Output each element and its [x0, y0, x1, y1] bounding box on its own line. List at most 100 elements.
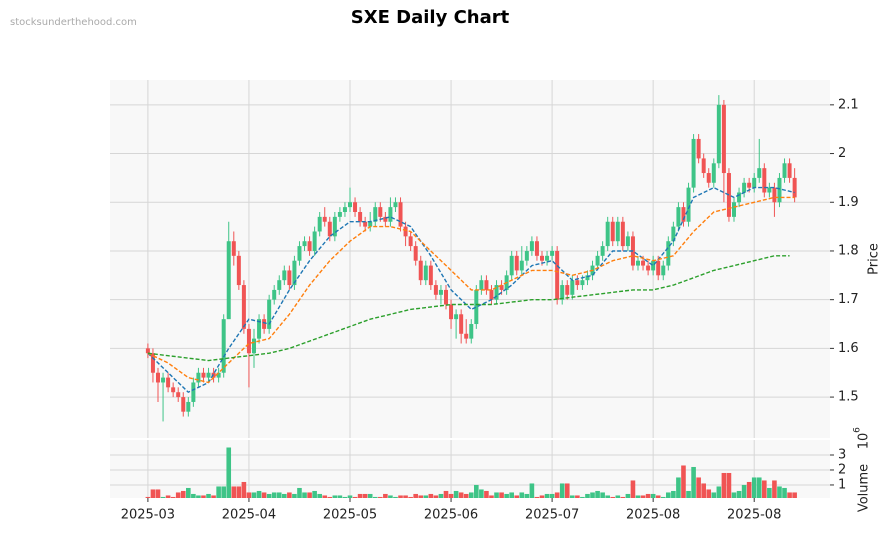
volume-tick-label: 3	[838, 447, 846, 462]
candle-body	[363, 221, 368, 227]
volume-bar	[645, 493, 651, 498]
candle-body	[287, 270, 292, 286]
volume-bar	[524, 493, 530, 498]
moving-average	[147, 196, 795, 384]
candle-body	[186, 401, 191, 412]
volume-bar	[580, 496, 585, 498]
volume-bar	[337, 495, 343, 498]
volume-bar	[408, 496, 413, 498]
candle-body	[620, 221, 625, 247]
candle-body	[312, 231, 317, 251]
volume-bar	[347, 495, 353, 498]
candle-body	[641, 260, 646, 266]
candle-body	[610, 221, 615, 242]
volume-bar	[287, 492, 292, 498]
candle-body	[782, 163, 787, 178]
x-tick-label: 2025-04	[222, 508, 276, 523]
volume-bar	[762, 480, 767, 498]
volume-bar	[731, 492, 737, 498]
volume-bar	[564, 483, 570, 498]
candle-body	[388, 207, 393, 222]
candle-body	[317, 216, 322, 232]
candle-body	[732, 202, 736, 217]
volume-bar	[549, 493, 555, 498]
volume-bar	[266, 493, 272, 498]
candle-body	[686, 187, 691, 222]
volume-bar	[221, 486, 226, 498]
volume-bar	[474, 484, 479, 498]
candle-body	[196, 372, 201, 383]
volume-bar	[792, 492, 797, 498]
candle-body	[181, 397, 186, 412]
volume-bar	[175, 492, 181, 498]
volume-bar	[211, 495, 216, 498]
volume-bar	[357, 493, 363, 498]
candle-body	[449, 304, 454, 320]
candle-body	[262, 319, 267, 329]
volume-bar	[696, 477, 701, 498]
volume-bar	[554, 492, 560, 498]
candle-body	[540, 255, 544, 261]
volume-bar	[155, 489, 161, 498]
candle-body	[393, 202, 398, 208]
candle-body	[337, 211, 342, 217]
volume-bar	[226, 447, 232, 498]
y-tick-label: 1.6	[838, 341, 859, 356]
volume-tick-label: 1	[838, 477, 846, 492]
volume-bar	[393, 496, 398, 498]
volume-bar	[236, 486, 242, 498]
candle-body	[499, 285, 504, 290]
volume-bar	[736, 490, 742, 498]
volume-bar	[443, 490, 449, 498]
candle-body	[161, 377, 166, 383]
volume-bar	[787, 492, 792, 498]
candle-body	[145, 348, 150, 354]
candle-body	[459, 314, 464, 334]
y-tick-label: 1.8	[838, 243, 859, 258]
volume-bar	[372, 496, 378, 498]
candle-body	[489, 289, 494, 300]
volume-bar	[585, 493, 590, 498]
candle-body	[171, 387, 176, 393]
candle-body	[282, 270, 287, 281]
candle-body	[191, 382, 196, 402]
candle-body	[484, 280, 489, 290]
volume-bar	[650, 493, 656, 498]
volume-bar	[635, 495, 641, 498]
volume-bar	[241, 481, 247, 498]
volume-bar	[615, 495, 621, 498]
volume-bar	[271, 492, 277, 498]
candle-body	[570, 280, 575, 295]
candle-body	[636, 260, 640, 266]
volume-bar	[721, 472, 727, 498]
candle-body	[565, 285, 570, 295]
volume-bar	[150, 489, 156, 498]
candle-body	[560, 285, 565, 300]
candle-body	[292, 260, 297, 286]
candle-body	[236, 255, 241, 286]
candle-body	[267, 299, 272, 329]
volume-bar	[302, 492, 307, 498]
volume-bar	[519, 492, 525, 498]
volume-bar	[504, 493, 509, 498]
volume-bar	[403, 495, 408, 498]
y-tick-label: 2	[838, 146, 846, 161]
volume-bar	[186, 487, 191, 498]
volume-bar	[367, 493, 373, 498]
candle-body	[550, 250, 555, 256]
volume-bar	[600, 492, 605, 498]
candle-body	[378, 207, 383, 217]
volume-bar	[201, 495, 206, 498]
candle-body	[479, 280, 484, 290]
candle-body	[438, 289, 443, 295]
volume-bar	[423, 495, 429, 498]
volume-tick-label: 2	[838, 462, 846, 477]
candle-body	[373, 207, 378, 222]
candle-body	[767, 187, 772, 193]
volume-bar	[741, 484, 747, 498]
x-tick-label: 2025-07	[525, 508, 579, 523]
candle-body	[772, 187, 777, 203]
x-tick-label: 2025-03	[121, 508, 175, 523]
candle-body	[302, 241, 307, 247]
